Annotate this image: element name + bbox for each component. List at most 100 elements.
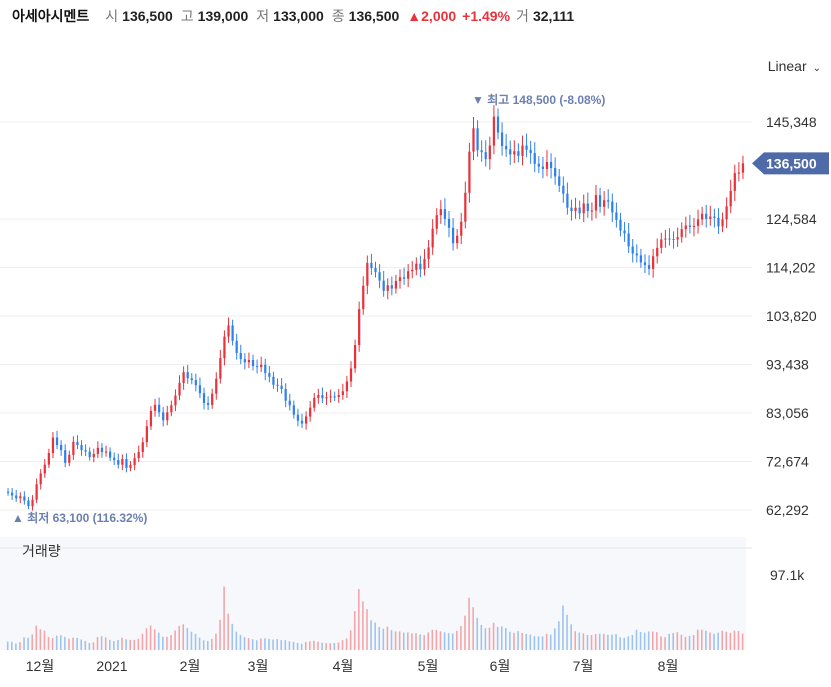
volume-bar xyxy=(705,630,707,650)
candle-body xyxy=(688,225,692,227)
date-tick-label: 2021 xyxy=(96,658,127,674)
volume-bar xyxy=(96,637,99,650)
candle-body xyxy=(113,457,116,460)
candle-body xyxy=(64,450,67,463)
candle-body xyxy=(660,239,663,248)
volume-bar xyxy=(345,638,348,650)
volume-bar xyxy=(198,637,201,650)
price-tick-label: 62,292 xyxy=(766,502,809,518)
candle-body xyxy=(574,207,577,211)
volume-bar xyxy=(108,639,111,650)
volume-bar xyxy=(468,597,470,650)
candle-body xyxy=(51,437,55,453)
candle-body xyxy=(141,442,144,453)
high-value: 139,000 xyxy=(197,8,249,24)
candle-body xyxy=(435,215,438,229)
volume-bar xyxy=(558,621,560,650)
volume-bar xyxy=(235,631,238,650)
volume-bar xyxy=(353,611,356,650)
volume-bar xyxy=(431,629,434,650)
candle-body xyxy=(276,384,279,386)
low-value: 133,000 xyxy=(273,8,324,24)
volume-bar xyxy=(194,633,197,650)
candle-body xyxy=(517,151,520,156)
volume-bar xyxy=(513,632,515,650)
volume-bar xyxy=(15,643,17,650)
volume-bar xyxy=(521,632,523,650)
volume-bar xyxy=(570,624,572,650)
candle-body xyxy=(427,247,430,260)
volume-bar xyxy=(517,631,519,650)
candle-body xyxy=(729,190,732,207)
volume-bar xyxy=(341,640,344,650)
volume-bar xyxy=(362,601,364,650)
volume-bar xyxy=(480,624,483,650)
candle-body xyxy=(317,395,320,398)
candle-body xyxy=(615,212,618,220)
date-tick-label: 4월 xyxy=(333,658,354,674)
candle-body xyxy=(423,259,426,270)
candle-body xyxy=(182,372,185,383)
candle-body xyxy=(162,412,165,421)
candle-body xyxy=(509,149,512,155)
candle-body xyxy=(80,445,83,451)
candle-body xyxy=(456,235,459,244)
candle-body xyxy=(304,416,308,424)
volume-bar xyxy=(166,636,168,650)
volume-panel-background xyxy=(0,537,746,650)
candle-body xyxy=(96,447,99,454)
volume-bar xyxy=(76,637,78,650)
volume-bar xyxy=(447,633,450,650)
candle-body xyxy=(39,473,42,485)
volume-bar xyxy=(386,626,389,650)
volume-bar xyxy=(104,637,107,650)
volume-bar xyxy=(88,642,91,650)
price-tick-label: 124,584 xyxy=(766,211,817,227)
volume-bar xyxy=(590,635,593,650)
candle-body xyxy=(656,247,659,257)
volume-bar xyxy=(729,632,732,650)
volume-bar xyxy=(733,630,736,650)
volume-bar xyxy=(121,637,123,650)
candle-body xyxy=(696,219,700,226)
candle-body xyxy=(231,325,234,341)
candle-body xyxy=(717,217,720,227)
volume-bar xyxy=(43,630,46,650)
volume-bar xyxy=(496,626,499,650)
volume-bar xyxy=(562,605,564,650)
volume-bar xyxy=(664,637,666,650)
candle-body xyxy=(68,454,71,463)
candle-body xyxy=(496,116,500,133)
volume-bar xyxy=(631,634,634,650)
scale-select[interactable]: Linear ⌄ xyxy=(768,58,821,74)
candle-body xyxy=(6,491,10,493)
candle-body xyxy=(157,404,161,413)
candle-body xyxy=(443,209,447,219)
volume-bar xyxy=(296,642,299,650)
candle-body xyxy=(329,396,332,398)
date-tick-label: 5월 xyxy=(418,658,439,674)
date-tick-label: 8월 xyxy=(658,658,679,674)
volume-bar xyxy=(737,630,740,650)
candle-body xyxy=(672,239,675,241)
volume-bar xyxy=(492,622,495,650)
volume-bar xyxy=(153,629,156,650)
candle-body xyxy=(166,412,169,421)
volume-bar xyxy=(11,641,13,650)
candle-body xyxy=(382,280,385,291)
candle-body xyxy=(492,116,496,146)
current-price-tag: 136,500 xyxy=(752,152,829,175)
candle-body xyxy=(206,402,210,405)
current-price-tag-shape xyxy=(752,152,829,175)
candle-body xyxy=(570,207,573,211)
volume-bar xyxy=(407,632,409,650)
volume-bar xyxy=(251,639,254,650)
candle-body xyxy=(72,441,75,455)
candle-body xyxy=(300,420,304,424)
volume-bar xyxy=(721,630,723,650)
volume-bar xyxy=(476,617,479,650)
candle-body xyxy=(362,285,365,310)
scale-select-value: Linear xyxy=(767,58,807,74)
volume-bar xyxy=(464,615,466,650)
